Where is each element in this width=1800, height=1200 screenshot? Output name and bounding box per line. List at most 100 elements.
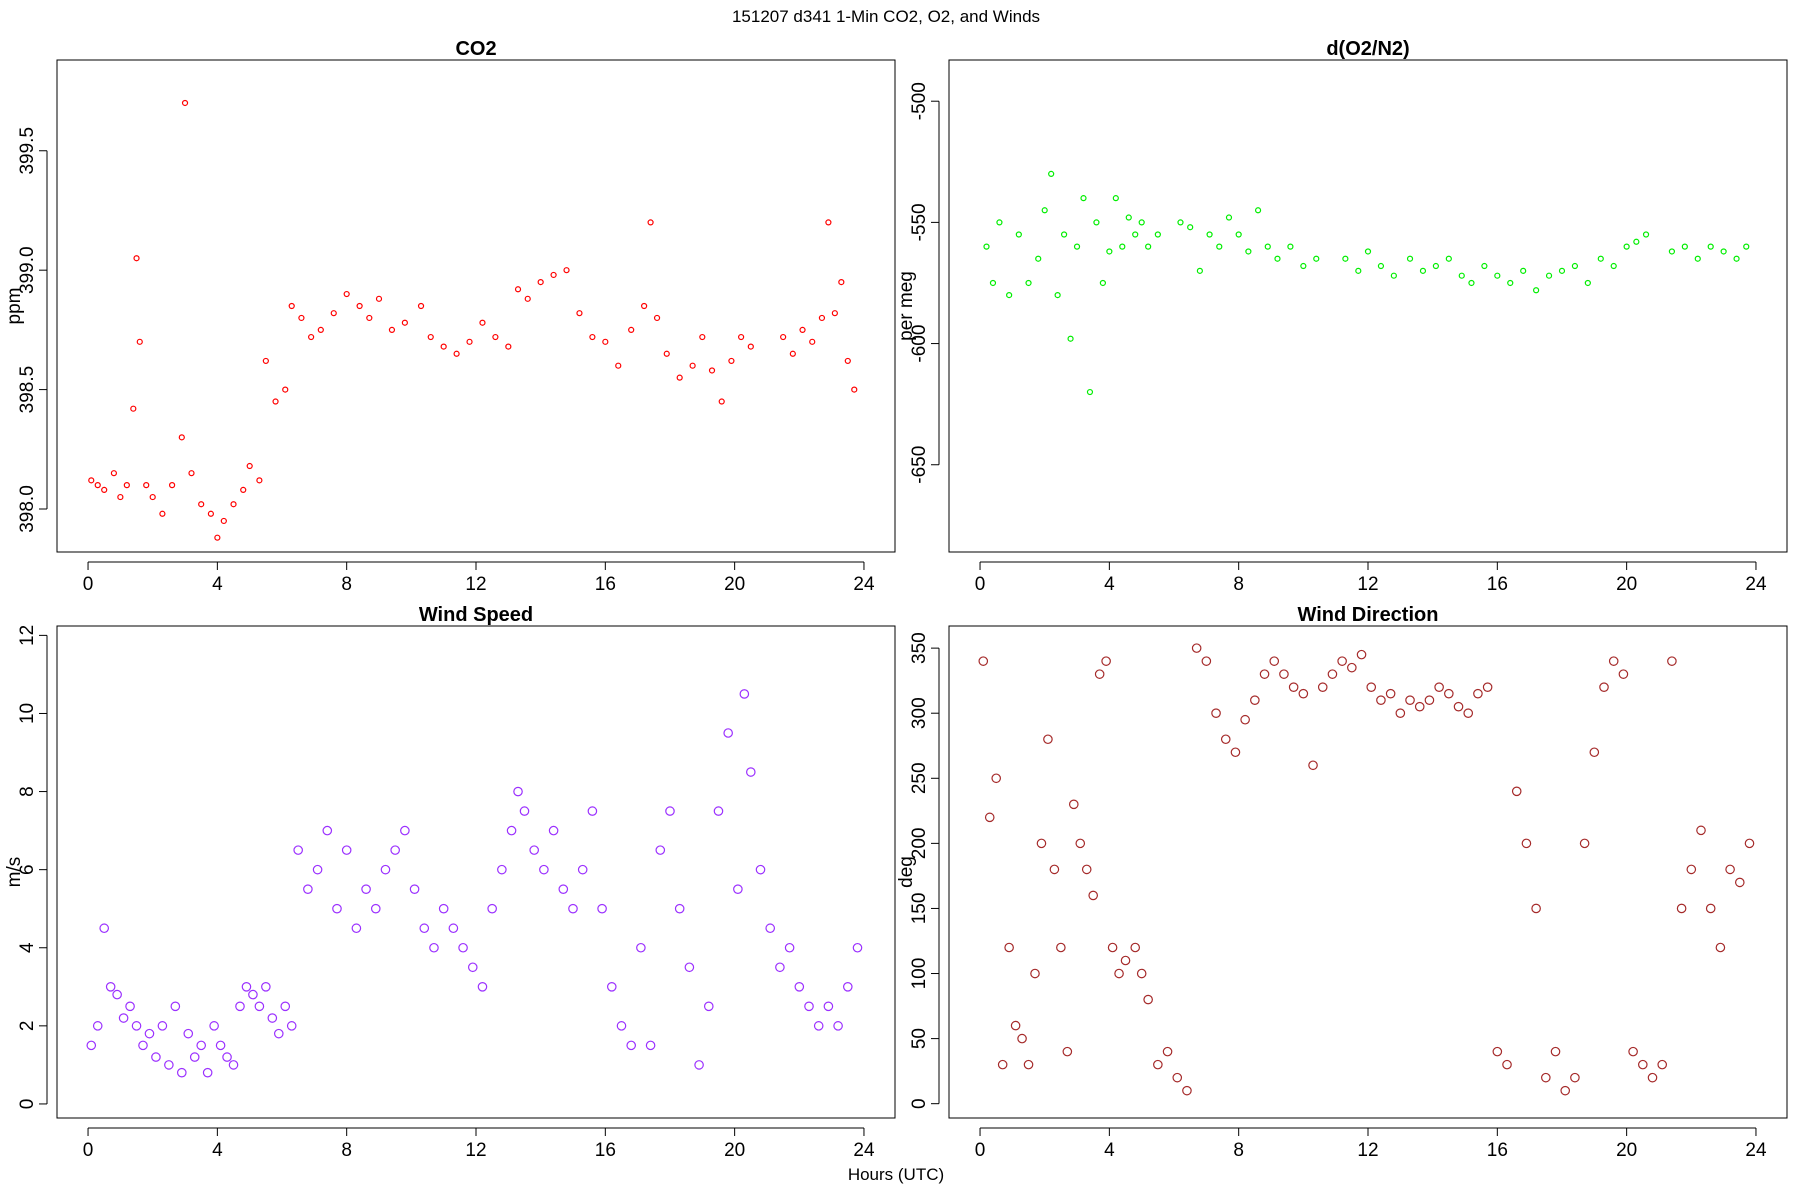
- wind-direction-data-point: [1107, 942, 1118, 953]
- wind-direction-data-point: [1004, 942, 1014, 953]
- o2n2-data-point: [1287, 243, 1294, 250]
- wind-speed-data-point: [733, 884, 743, 894]
- wind-speed-data-point: [587, 806, 598, 816]
- co2-data-point: [641, 302, 648, 310]
- co2-data-point: [708, 367, 716, 374]
- o2n2-data-point: [1390, 272, 1397, 279]
- wind-speed-x-tick-label: 16: [595, 1140, 616, 1161]
- wind-direction-data-point: [1230, 747, 1241, 758]
- co2-x-tick-label: 24: [853, 574, 875, 595]
- co2-data-point: [272, 398, 279, 405]
- o2n2-data-point: [1681, 243, 1688, 250]
- wind-direction-data-point: [1453, 701, 1464, 712]
- wind-direction-data-point: [1638, 1059, 1648, 1070]
- wind-speed-data-point: [112, 989, 122, 1000]
- o2n2-data-point: [1245, 248, 1252, 255]
- o2n2-data-point: [1364, 248, 1372, 255]
- wind-speed-data-point: [215, 1040, 226, 1051]
- wind-direction-data-point: [1250, 695, 1260, 705]
- wind-speed-data-point: [322, 825, 333, 836]
- o2n2-data-point: [1597, 255, 1604, 262]
- co2-data-point: [240, 486, 247, 494]
- wind-direction-data-point: [1347, 662, 1357, 673]
- wind-direction-y-tick-label: 350: [909, 632, 930, 664]
- wind-speed-data-point: [487, 903, 497, 914]
- co2-series: [88, 99, 858, 541]
- wind-direction-data-point: [1628, 1046, 1638, 1057]
- wind-direction-data-point: [1220, 734, 1231, 745]
- wind-speed-data-point: [739, 689, 750, 699]
- o2n2-y-tick-label: -650: [909, 446, 930, 484]
- wind-direction-data-point: [984, 812, 995, 823]
- wind-speed-y-tick-label: 0: [17, 1099, 38, 1110]
- o2n2-data-point: [1177, 219, 1184, 226]
- wind-direction-data-point: [1240, 714, 1250, 725]
- co2-data-point: [818, 314, 826, 322]
- wind-speed-x-tick-label: 4: [212, 1140, 223, 1161]
- wind-speed-data-point: [303, 884, 313, 894]
- wind-speed-data-point: [92, 1021, 103, 1031]
- wind-direction-data-point: [1017, 1033, 1027, 1044]
- wind-direction-data-point: [1153, 1059, 1163, 1070]
- o2n2-data-point: [1355, 267, 1362, 274]
- o2n2-x-tick-label: 4: [1104, 574, 1115, 595]
- wind-direction-data-point: [1298, 688, 1309, 699]
- wind-direction-data-point: [1337, 656, 1347, 666]
- co2-data-point: [143, 482, 150, 489]
- wind-speed-x-tick-label: 8: [341, 1140, 352, 1161]
- wind-speed-data-point: [597, 903, 607, 914]
- wind-speed-data-point: [558, 884, 569, 894]
- wind-speed-y-tick-label: 8: [17, 786, 38, 797]
- wind-speed-data-point: [694, 1060, 704, 1070]
- o2n2-data-point: [1067, 335, 1074, 342]
- wind-direction-data-point: [1120, 955, 1131, 966]
- co2-data-point: [133, 255, 140, 262]
- wind-speed-y-tick-label: 10: [17, 703, 38, 724]
- o2n2-y-tick-label: -500: [909, 82, 930, 120]
- wind-direction-data-point: [1744, 838, 1755, 849]
- co2-data-point: [844, 357, 851, 365]
- wind-direction-x-tick-label: 12: [1357, 1140, 1378, 1161]
- o2n2-data-point: [1720, 248, 1727, 255]
- wind-direction-y-tick-label: 150: [909, 893, 930, 925]
- wind-direction-data-point: [1550, 1046, 1561, 1057]
- o2n2-data-point: [1274, 255, 1281, 262]
- o2n2-data-point: [1093, 219, 1100, 226]
- o2n2-data-point: [1520, 267, 1527, 274]
- wind-speed-data-point: [655, 845, 666, 855]
- co2-x-tick-label: 4: [212, 574, 223, 595]
- wind-direction-data-point: [1667, 656, 1677, 666]
- wind-speed-data-point: [351, 923, 362, 934]
- co2-data-point: [689, 362, 696, 369]
- o2n2-data-point: [1445, 255, 1452, 262]
- wind-direction-data-point: [1424, 695, 1435, 705]
- wind-speed-data-point: [784, 942, 795, 953]
- o2n2-data-point: [1264, 243, 1271, 250]
- o2n2-data-point: [1533, 287, 1540, 294]
- wind-direction-data-point: [1579, 838, 1590, 849]
- wind-speed-data-point: [419, 923, 430, 934]
- o2n2-data-point: [1125, 214, 1132, 221]
- wind-speed-data-point: [380, 864, 391, 875]
- o2n2-data-point: [1558, 267, 1566, 274]
- wind-direction-data-point: [1136, 968, 1147, 979]
- wind-speed-data-point: [118, 1013, 129, 1023]
- shared-x-axis-label: Hours (UTC): [848, 1165, 944, 1184]
- wind-speed-data-point: [539, 864, 549, 875]
- wind-speed-data-point: [183, 1028, 194, 1039]
- wind-direction-data-point: [1130, 942, 1141, 953]
- co2-data-point: [479, 319, 486, 326]
- wind-speed-data-point: [209, 1021, 219, 1031]
- wind-direction-data-point: [1211, 708, 1221, 719]
- wind-direction-data-point: [1647, 1072, 1658, 1083]
- co2-data-point: [214, 534, 221, 541]
- wind-direction-data-point: [1715, 942, 1726, 953]
- co2-data-point: [246, 462, 253, 470]
- co2-data-point: [799, 326, 806, 333]
- co2-data-point: [207, 510, 214, 517]
- wind-direction-data-point: [1049, 864, 1060, 875]
- o2n2-title: d(O2/N2): [1326, 38, 1409, 60]
- wind-speed-data-point: [755, 864, 766, 875]
- wind-speed-data-point: [852, 942, 863, 953]
